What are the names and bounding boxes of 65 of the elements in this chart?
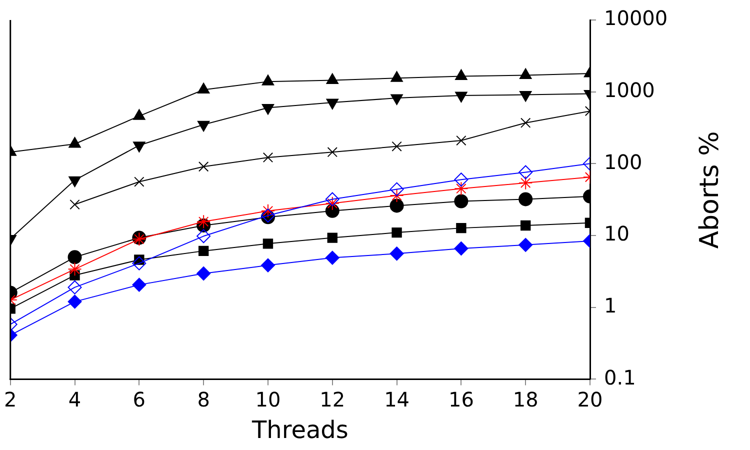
point [260, 258, 275, 272]
point [196, 266, 211, 281]
point [70, 199, 80, 210]
point [132, 278, 146, 292]
point [519, 68, 532, 80]
y-tick-label: 1000 [604, 78, 655, 102]
point [454, 241, 468, 256]
point [198, 246, 209, 256]
point [455, 69, 468, 80]
point [520, 220, 531, 231]
point [262, 152, 274, 163]
x-tick-label: 10 [255, 387, 281, 412]
point [197, 82, 210, 94]
point [132, 256, 146, 270]
point [518, 165, 533, 180]
point [392, 141, 402, 152]
x-tick-label: 16 [448, 387, 474, 412]
y-tick-label: 100 [604, 150, 642, 174]
x-tick-label: 6 [132, 387, 146, 412]
point [196, 214, 211, 229]
x-tick-label: 8 [197, 387, 210, 412]
point [198, 162, 209, 172]
point [326, 73, 339, 84]
y-tick-label: 10 [604, 222, 630, 246]
point [68, 136, 81, 148]
point [325, 192, 340, 206]
y-axis-title: Aborts % [695, 131, 725, 249]
point [518, 192, 533, 206]
point [325, 196, 340, 210]
point [327, 146, 338, 158]
x-tick-label: 18 [512, 387, 538, 412]
y-tick-label: 1 [604, 294, 617, 318]
x-tick-label: 20 [577, 387, 603, 412]
x-tick-label: 12 [320, 387, 346, 412]
point [68, 250, 82, 264]
point [262, 74, 274, 86]
x-tick-label: 4 [68, 387, 82, 412]
point [518, 238, 533, 252]
point [518, 176, 533, 190]
point [454, 172, 468, 187]
point [68, 294, 82, 309]
point [520, 118, 531, 128]
point [390, 182, 404, 196]
x-tick-label: 14 [384, 387, 410, 412]
point [262, 238, 274, 249]
point [454, 194, 468, 208]
point [68, 262, 82, 276]
point [392, 227, 402, 238]
point [390, 246, 404, 261]
point [390, 71, 403, 82]
y-tick-label: 10000 [604, 6, 668, 30]
point [134, 176, 144, 187]
point [260, 204, 275, 218]
point [454, 182, 468, 196]
point [133, 109, 146, 120]
y-tick-label: 0.1 [604, 365, 636, 390]
point [325, 250, 340, 265]
point [196, 229, 211, 244]
point [456, 135, 466, 146]
point [390, 198, 404, 213]
x-axis-title: Threads [250, 416, 348, 444]
x-tick-label: 2 [4, 387, 17, 412]
point [456, 222, 466, 234]
point [327, 232, 338, 243]
point [68, 280, 82, 294]
